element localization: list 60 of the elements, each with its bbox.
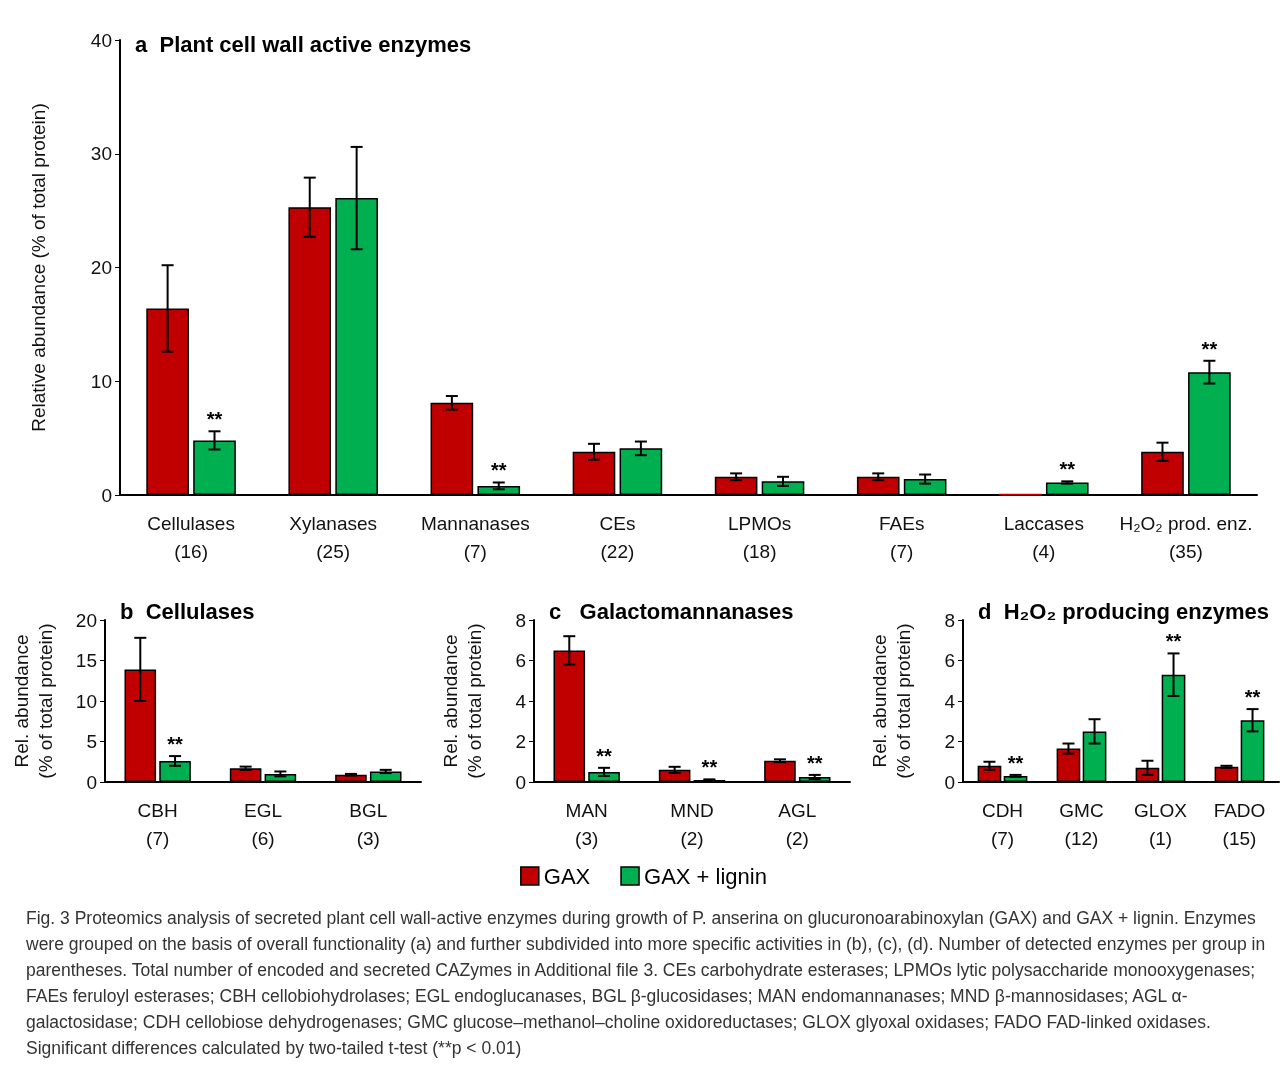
- annotation: **: [806, 751, 823, 774]
- y-tick-label: 0: [944, 771, 955, 793]
- x-tick-label: CBH (7): [137, 799, 178, 849]
- x-tick-label: AGL (2): [778, 799, 817, 849]
- y-tick-label: 6: [515, 650, 526, 671]
- x-tick-label: MAN (3): [565, 799, 608, 849]
- chart-title: a Plant cell wall active enzymes: [135, 31, 472, 57]
- y-axis-title: Rel. abundance (% of total protein): [868, 623, 914, 779]
- y-tick-label: 20: [90, 257, 112, 278]
- legend-label: GAX: [543, 863, 591, 889]
- x-tick-label: FAEs (7): [878, 512, 925, 562]
- annotation: **: [167, 733, 184, 756]
- y-tick-label: 4: [515, 690, 527, 712]
- annotation: **: [1165, 630, 1182, 653]
- annotation: **: [206, 408, 223, 431]
- x-tick-label: H₂O₂ prod. enz. (35): [1119, 512, 1253, 562]
- annotation: **: [1244, 686, 1261, 709]
- annotation: **: [490, 459, 507, 482]
- y-tick-label: 0: [101, 484, 112, 506]
- y-axis-title: Relative abundance (% of total protein): [27, 103, 49, 432]
- y-tick-label: 10: [90, 370, 112, 392]
- chart-title: c Galactomannanases: [549, 598, 794, 624]
- y-axis-title: Rel. abundance (% of total protein): [10, 623, 56, 779]
- annotation: **: [701, 756, 718, 779]
- x-tick-label: CEs (22): [599, 512, 636, 562]
- y-tick-label: 15: [75, 650, 97, 671]
- caption: Fig. 3 Proteomics analysis of secreted plant cell wall-active enzymes during growth of P. anserina on glucuronoarabinoxylan (GAX) and GAX + lignin. Enzymes were grouped on the basis of overall functionality (a) and further subdivided into more specific activities in (b), (c), (d). Number of detected enzymes per group in parentheses. Total number of encoded and secreted CAZymes in Additional file 3. CEs carbohydrate esterases; LPMOs lytic polysaccharide monooxygenases; FAEs feruloyl esterases; CBH cellobiohydrolases; EGL endoglucanases, BGL β-glucosidases; MAN endomannanases; MND β-mannosidases; AGL α-galactosidase; CDH cellobiose dehydrogenases; GMC glucose–methanol–choline oxidoreductases; GLOX glyoxal oxidases; FADO FAD-linked oxidases. Significant differences calculated by two-tailed t-test (**p < 0.01): [26, 907, 1266, 1060]
- x-tick-label: GLOX (1): [1134, 799, 1188, 849]
- y-tick-label: 10: [75, 690, 97, 712]
- x-tick-label: EGL (6): [243, 799, 283, 849]
- y-tick-label: 20: [75, 609, 97, 631]
- x-tick-label: CDH (7): [981, 799, 1024, 849]
- annotation: **: [1007, 751, 1024, 774]
- x-tick-label: LPMOs (18): [727, 512, 792, 562]
- y-tick-label: 0: [515, 771, 526, 793]
- y-tick-label: 8: [515, 609, 526, 631]
- y-tick-label: 8: [944, 609, 955, 631]
- x-tick-label: Xylanases (25): [289, 512, 378, 562]
- y-tick-label: 40: [90, 29, 112, 51]
- y-tick-label: 6: [944, 650, 955, 671]
- y-tick-label: 5: [86, 731, 97, 752]
- annotation: **: [1059, 458, 1076, 481]
- annotation: **: [1201, 337, 1218, 360]
- y-tick-label: 2: [944, 731, 955, 752]
- y-tick-label: 0: [86, 771, 97, 793]
- x-tick-label: Mannanases (7): [420, 512, 530, 562]
- x-tick-label: Laccases (4): [1003, 512, 1084, 562]
- x-tick-label: GMC (12): [1059, 799, 1104, 849]
- y-tick-label: 30: [90, 143, 112, 165]
- y-tick-label: 4: [944, 690, 956, 712]
- x-tick-label: MND (2): [670, 799, 714, 849]
- chart-title: b Cellulases: [120, 598, 255, 624]
- y-tick-label: 2: [515, 731, 526, 752]
- chart-title: d H₂O₂ producing enzymes: [978, 598, 1269, 624]
- annotation: **: [596, 744, 613, 767]
- x-tick-label: FADO (15): [1213, 799, 1266, 849]
- x-tick-label: BGL (3): [349, 799, 388, 849]
- y-axis-title: Rel. abundance (% of total protein): [439, 623, 485, 779]
- legend-label: GAX + lignin: [644, 863, 767, 889]
- x-tick-label: Cellulases (16): [147, 512, 235, 562]
